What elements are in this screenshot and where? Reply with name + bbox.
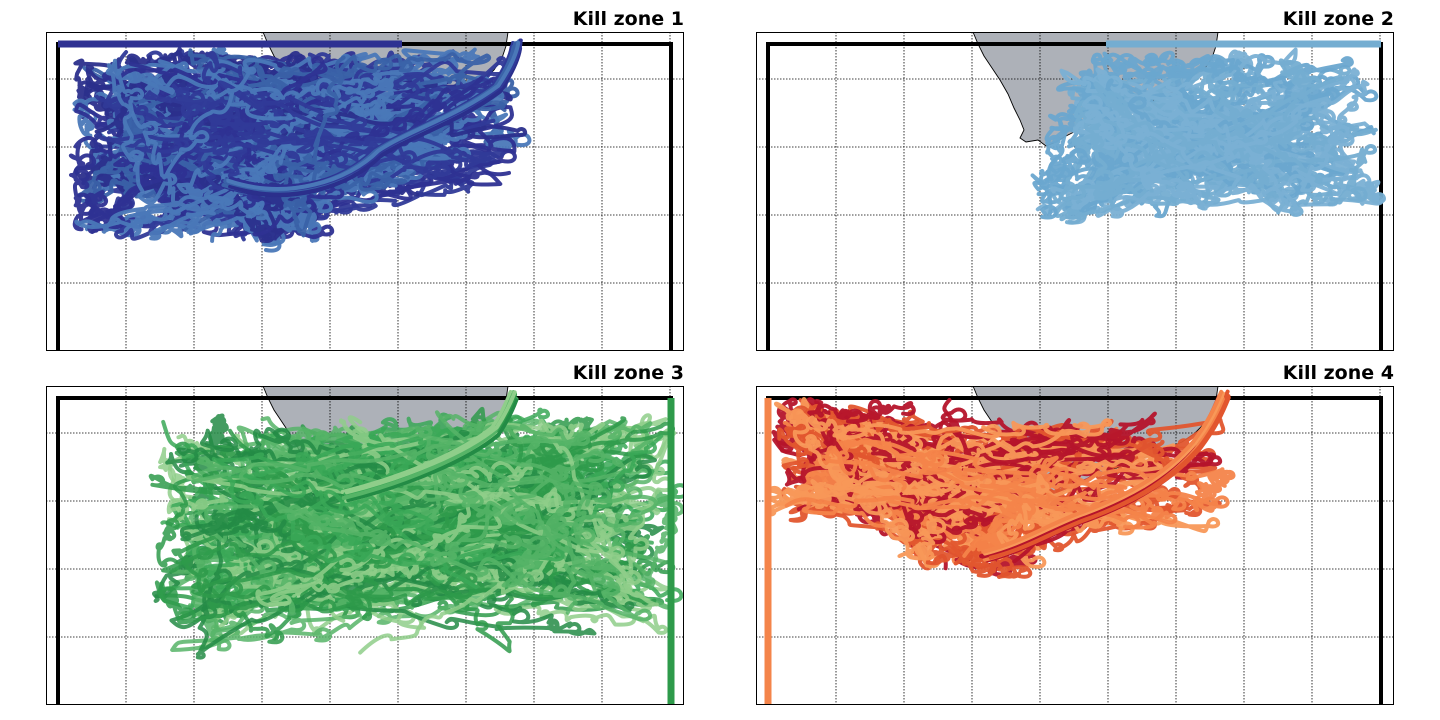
trajectory-line <box>74 58 287 235</box>
coastal-trajectory <box>983 391 1225 556</box>
trajectory-line <box>267 55 408 238</box>
coastal-trajectory <box>346 398 519 503</box>
map-frame <box>46 386 684 705</box>
map-kill-zone-1 <box>46 32 684 351</box>
panel-title-kill-zone-1: Kill zone 1 <box>572 8 684 30</box>
trajectory-line <box>1071 58 1321 212</box>
coastal-trajectory <box>228 46 523 197</box>
map-kill-zone-4 <box>756 386 1394 705</box>
map-frame <box>756 32 1394 351</box>
panel-title-kill-zone-4: Kill zone 4 <box>1282 362 1394 384</box>
trajectory-line <box>94 83 425 192</box>
trajectory-line <box>414 425 658 588</box>
trajectory-line <box>195 427 540 660</box>
trajectory-line <box>774 401 1112 561</box>
map-frame <box>46 32 684 351</box>
map-frame <box>756 386 1394 705</box>
trajectory-group <box>148 390 684 660</box>
panel-title-kill-zone-2: Kill zone 2 <box>1282 8 1394 30</box>
trajectory-line <box>1082 79 1370 219</box>
trajectory-group <box>68 38 532 253</box>
coastal-trajectory <box>981 389 1224 554</box>
panel-title-kill-zone-3: Kill zone 3 <box>572 362 684 384</box>
map-kill-zone-2 <box>756 32 1394 351</box>
trajectory-line <box>165 447 657 630</box>
coastal-trajectory <box>344 390 517 495</box>
trajectory-line <box>191 410 652 622</box>
map-kill-zone-3 <box>46 386 684 705</box>
trajectory-group <box>1030 47 1386 225</box>
coastal-trajectory <box>226 40 521 191</box>
coastal-trajectory <box>988 395 1231 560</box>
trajectory-group <box>765 389 1236 579</box>
